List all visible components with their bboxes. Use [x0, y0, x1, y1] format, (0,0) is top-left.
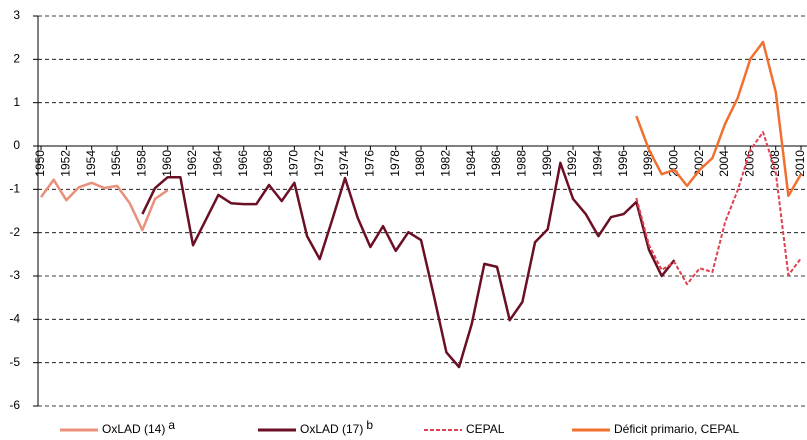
x-tick-label: 1956 — [109, 150, 123, 177]
x-tick-label: 1982 — [439, 150, 453, 177]
x-tick-label: 1960 — [160, 150, 174, 177]
x-tick-label: 2002 — [692, 150, 706, 177]
y-tick-label: -5 — [9, 355, 20, 369]
legend-superscript: b — [366, 418, 373, 432]
x-tick-label: 2000 — [667, 150, 681, 177]
series-line — [141, 161, 676, 369]
y-tick-label: -3 — [9, 268, 20, 282]
x-tick-label: 1950 — [33, 150, 47, 177]
series-line — [40, 178, 169, 232]
x-tick-label: 1966 — [236, 150, 250, 177]
x-tick-label: 1962 — [185, 150, 199, 177]
legend-label: OxLAD (17) — [300, 422, 363, 436]
y-tick-label: 0 — [13, 138, 20, 152]
y-tick-label: 3 — [13, 8, 20, 22]
y-tick-label: -1 — [9, 182, 20, 196]
x-tick-label: 1996 — [616, 150, 630, 177]
x-tick-label: 1998 — [641, 150, 655, 177]
x-tick-label: 1976 — [363, 150, 377, 177]
x-tick-label: 1970 — [287, 150, 301, 177]
x-tick-label: 1980 — [413, 150, 427, 177]
legend-superscript: a — [168, 418, 175, 432]
x-tick-label: 2010 — [793, 150, 807, 177]
x-tick-label: 2004 — [717, 150, 731, 177]
x-tick-label: 1972 — [312, 150, 326, 177]
legend-label: CEPAL — [466, 422, 505, 436]
y-tick-label: 2 — [13, 52, 20, 66]
y-tick-label: -2 — [9, 225, 20, 239]
x-tick-label: 1994 — [591, 150, 605, 177]
x-tick-label: 1992 — [565, 150, 579, 177]
x-tick-label: 1986 — [489, 150, 503, 177]
x-tick-label: 1958 — [135, 150, 149, 177]
x-tick-label: 1988 — [515, 150, 529, 177]
series-line — [635, 40, 803, 198]
x-tick-label: 1954 — [84, 150, 98, 177]
y-tick-label: -4 — [9, 312, 20, 326]
legend-label: OxLAD (14) — [102, 422, 165, 436]
x-tick-label: 1978 — [388, 150, 402, 177]
x-tick-label: 1964 — [211, 150, 225, 177]
x-tick-label: 2006 — [743, 150, 757, 177]
x-tick-label: 1952 — [59, 150, 73, 177]
x-tick-label: 1974 — [337, 150, 351, 177]
x-tick-label: 1984 — [464, 150, 478, 177]
x-tick-label: 1968 — [261, 150, 275, 177]
x-tick-label: 1990 — [540, 150, 554, 177]
series-line — [635, 131, 802, 286]
y-tick-label: -6 — [9, 398, 20, 412]
y-tick-label: 1 — [13, 95, 20, 109]
legend-label: Déficit primario, CEPAL — [614, 422, 739, 436]
